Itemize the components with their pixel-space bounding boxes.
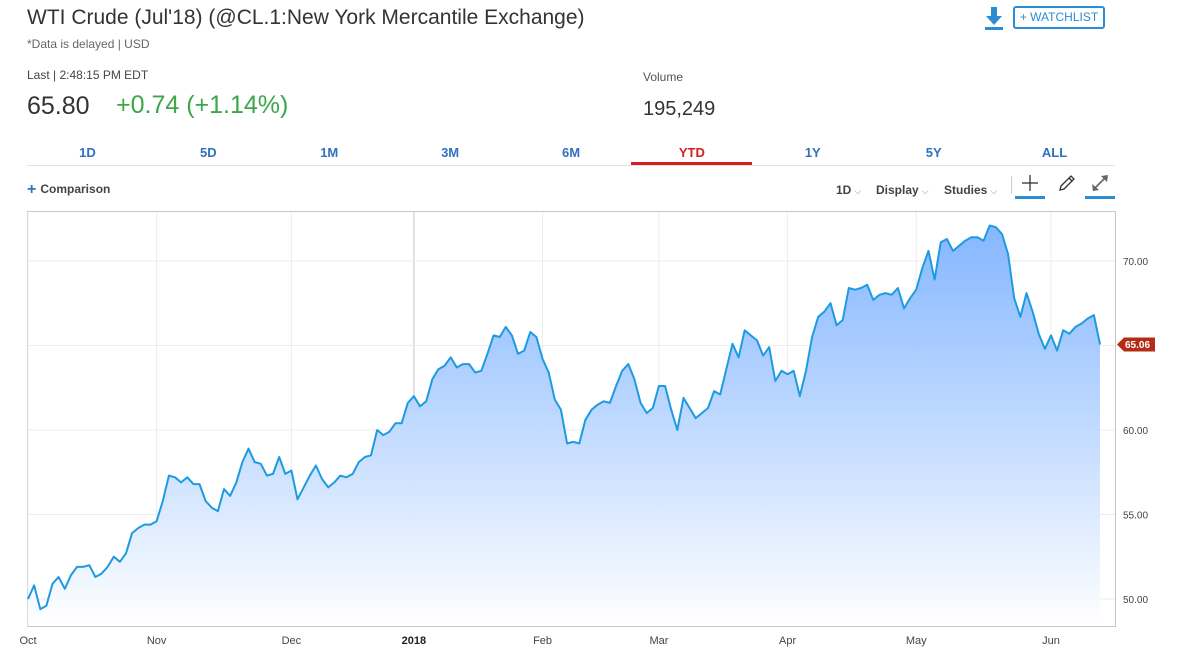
tab-5d[interactable]: 5D	[200, 145, 217, 160]
plus-icon: +	[27, 181, 37, 198]
comparison-button[interactable]: + Comparison	[27, 181, 110, 199]
x-tick-label: 2018	[402, 635, 426, 647]
interval-label: 1D	[836, 183, 852, 197]
x-tick-label: Mar	[649, 635, 668, 647]
volume-label: Volume	[643, 70, 684, 84]
tab-ytd[interactable]: YTD	[631, 142, 753, 165]
last-value-marker: 65.06	[1117, 337, 1155, 352]
expand-icon	[1092, 175, 1108, 191]
watchlist-button[interactable]: + WATCHLIST	[1013, 6, 1105, 29]
last-trade-time: Last | 2:48:15 PM EDT	[27, 68, 149, 82]
y-tick-label: 70.00	[1123, 257, 1148, 268]
display-label: Display	[876, 183, 919, 197]
data-delay-note: *Data is delayed | USD	[27, 37, 150, 51]
x-tick-label: May	[906, 635, 927, 647]
tab-all[interactable]: ALL	[1041, 145, 1068, 160]
tab-6m[interactable]: 6M	[561, 145, 581, 160]
chevron-down-icon: ⌵	[921, 186, 929, 196]
last-value-badge	[1117, 337, 1155, 352]
volume-value: 195,249	[643, 98, 716, 120]
tab-3m[interactable]: 3M	[441, 145, 460, 160]
chevron-down-icon: ⌵	[990, 186, 998, 196]
x-tick-label: Dec	[282, 635, 302, 647]
price-area	[28, 225, 1100, 626]
comparison-label: Comparison	[40, 182, 111, 196]
y-tick-label: 50.00	[1123, 595, 1148, 606]
chevron-down-icon: ⌵	[854, 186, 862, 196]
tab-1d[interactable]: 1D	[79, 145, 96, 160]
x-tick-label: Apr	[779, 635, 796, 647]
interval-dropdown[interactable]: 1D ⌵	[836, 183, 861, 197]
x-axis-labels: Oct Nov Dec 2018 Feb Mar Apr May Jun	[19, 635, 1059, 647]
crosshair-button[interactable]	[1015, 173, 1045, 199]
x-tick-label: Feb	[533, 635, 552, 647]
y-tick-label: 60.00	[1123, 426, 1148, 437]
tab-1m[interactable]: 1M	[320, 145, 339, 160]
y-tick-label: 55.00	[1123, 510, 1148, 521]
studies-label: Studies	[944, 183, 988, 197]
x-tick-label: Nov	[147, 635, 167, 647]
draw-button[interactable]	[1051, 173, 1081, 196]
tab-1y[interactable]: 1Y	[804, 145, 821, 160]
studies-dropdown[interactable]: Studies ⌵	[944, 183, 997, 197]
tab-5y[interactable]: 5Y	[925, 145, 942, 160]
expand-button[interactable]	[1085, 173, 1115, 199]
price-change: +0.74 (+1.14%)	[116, 91, 289, 119]
pencil-icon	[1059, 175, 1075, 191]
x-tick-label: Jun	[1042, 635, 1060, 647]
last-price: 65.80	[27, 92, 90, 120]
toolbar-divider	[1011, 176, 1012, 194]
crosshair-icon	[1022, 175, 1038, 191]
time-range-tabs: 1D 5D 1M 3M 6M YTD 1Y 5Y ALL	[27, 142, 1115, 166]
price-line	[27, 224, 1101, 611]
page-title: WTI Crude (Jul'18) (@CL.1:New York Merca…	[27, 6, 585, 29]
display-dropdown[interactable]: Display ⌵	[876, 183, 929, 197]
last-value-label: 65.06	[1125, 340, 1150, 351]
x-tick-label: Oct	[19, 635, 36, 647]
download-icon[interactable]	[983, 6, 1005, 30]
